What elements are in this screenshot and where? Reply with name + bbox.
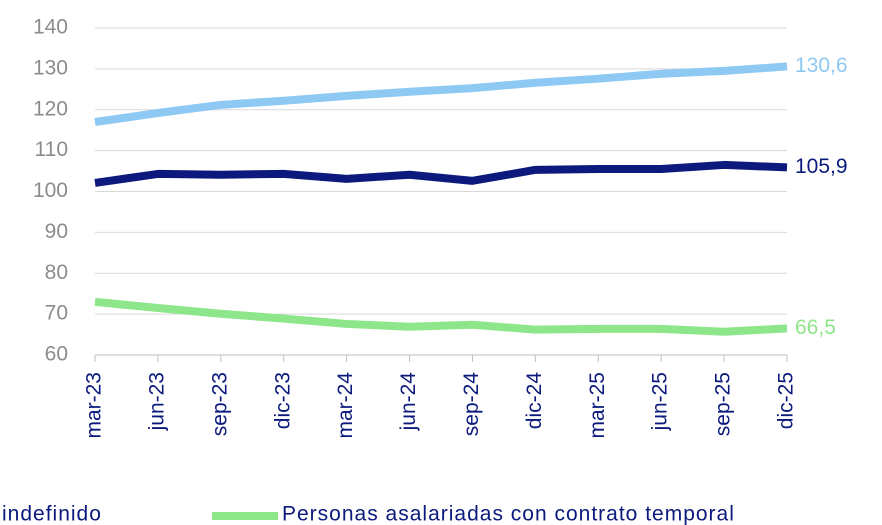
- x-tick-label: jun-23: [145, 372, 168, 431]
- x-tick-label: dic-25: [775, 372, 798, 429]
- x-tick-label: dic-23: [271, 372, 294, 429]
- x-tick-label: mar-25: [586, 372, 609, 439]
- y-tick-label: 140: [33, 16, 68, 39]
- y-tick-label: 110: [35, 138, 68, 161]
- x-tick-label: jun-25: [649, 372, 672, 431]
- value-label: 130,6: [795, 54, 848, 77]
- x-tick-label: sep-24: [460, 372, 483, 437]
- y-tick-label: 130: [33, 56, 68, 79]
- x-tick-label: mar-24: [334, 372, 357, 439]
- legend-label: Personas asalariadas con contrato tempor…: [282, 503, 735, 525]
- x-tick-label: sep-23: [208, 372, 231, 436]
- y-tick-label: 80: [45, 261, 68, 284]
- series-line: [94, 160, 788, 187]
- y-tick-label: 60: [45, 343, 68, 366]
- y-tick-label: 70: [45, 302, 68, 325]
- x-tick-label: dic-24: [523, 372, 546, 430]
- legend-label: indefinido: [2, 503, 102, 525]
- y-tick-label: 120: [33, 97, 68, 120]
- series-line: [94, 297, 788, 336]
- y-tick-label: 100: [33, 179, 68, 202]
- value-label: 105,9: [795, 155, 848, 178]
- x-tick-label: jun-24: [397, 372, 420, 432]
- series-line: [94, 62, 788, 126]
- y-tick-label: 90: [45, 220, 68, 243]
- value-label: 66,5: [795, 316, 836, 339]
- x-tick-label: mar-23: [83, 372, 106, 439]
- x-tick-label: sep-25: [712, 372, 735, 436]
